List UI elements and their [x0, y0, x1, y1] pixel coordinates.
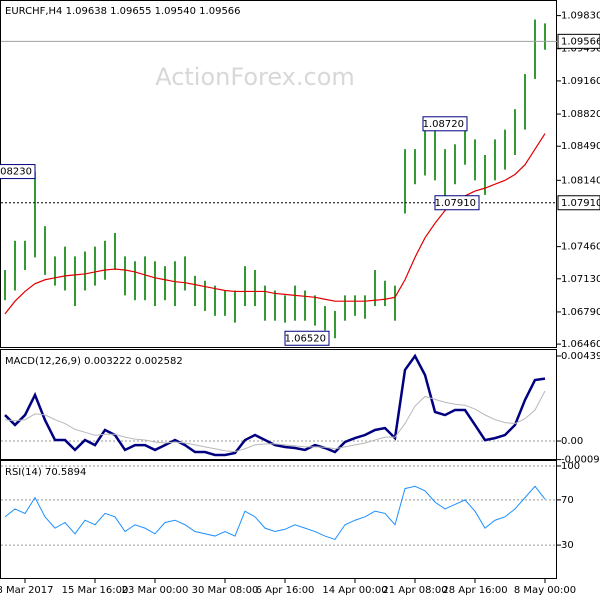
main-pane-border: [0, 0, 557, 348]
annotation-box: [434, 195, 480, 211]
y-tick-label: 1.08820: [561, 109, 600, 120]
y-tick-label: 1.07130: [561, 274, 600, 285]
macd-pane-border: [0, 349, 557, 460]
y-tick-label: 1.07460: [561, 242, 600, 253]
pane-title: EURCHF,H4 1.09638 1.09655 1.09540 1.0956…: [5, 6, 241, 17]
y-tick-label: -0.000961: [561, 455, 600, 466]
y-tick-label: 1.09160: [561, 76, 600, 87]
annotation-box: [284, 330, 330, 346]
moving-average: [4, 133, 546, 315]
y-tick-label: 1.08490: [561, 141, 600, 152]
y-tick-label: 1.06790: [561, 307, 600, 318]
price-label: 1.07910: [561, 198, 600, 209]
x-tick-label: 15 Mar 16:00: [62, 585, 129, 596]
x-tick-label: 28 Apr 16:00: [442, 585, 507, 596]
pane-title: MACD(12,26,9) 0.003222 0.002582: [5, 356, 183, 367]
annotation-label: 1.08720: [423, 119, 464, 130]
pane-title: RSI(14) 70.5894: [5, 467, 86, 478]
annotation-label: 1.07910: [435, 198, 476, 209]
price-label-box: [557, 33, 600, 49]
x-tick-label: 6 Apr 16:00: [256, 585, 315, 596]
y-tick-label: 1.06460: [561, 339, 600, 350]
price-label-box: [557, 195, 600, 211]
rsi-pane-border: [0, 460, 557, 579]
annotation-label: 1.06520: [285, 333, 326, 344]
y-tick-label: 100: [561, 461, 580, 472]
y-tick-label: 0.004391: [561, 351, 600, 362]
y-tick-label: 0.00: [561, 436, 583, 447]
indicator-line: [4, 390, 546, 453]
indicator-line: [4, 353, 546, 457]
y-tick-label: 70: [561, 495, 574, 506]
annotation-box: [422, 116, 468, 132]
y-tick-label: 30: [561, 540, 574, 551]
price-label: 1.09566: [561, 36, 600, 47]
watermark: ActionForex.com: [155, 63, 355, 91]
x-tick-label: 8 Mar 2017: [0, 585, 54, 596]
x-tick-label: 30 Mar 08:00: [192, 585, 259, 596]
x-tick-label: 21 Apr 08:00: [382, 585, 447, 596]
annotation-label: 1.08230: [0, 167, 32, 178]
x-tick-label: 8 May 00:00: [514, 585, 576, 596]
y-tick-label: 1.09830: [561, 11, 600, 22]
annotation-box: [0, 164, 36, 180]
y-tick-label: 1.09490: [561, 44, 600, 55]
y-tick-label: 1.08140: [561, 175, 600, 186]
x-tick-label: 14 Apr 00:00: [322, 585, 387, 596]
x-tick-label: 23 Mar 00:00: [122, 585, 189, 596]
indicator-line: [4, 485, 546, 541]
